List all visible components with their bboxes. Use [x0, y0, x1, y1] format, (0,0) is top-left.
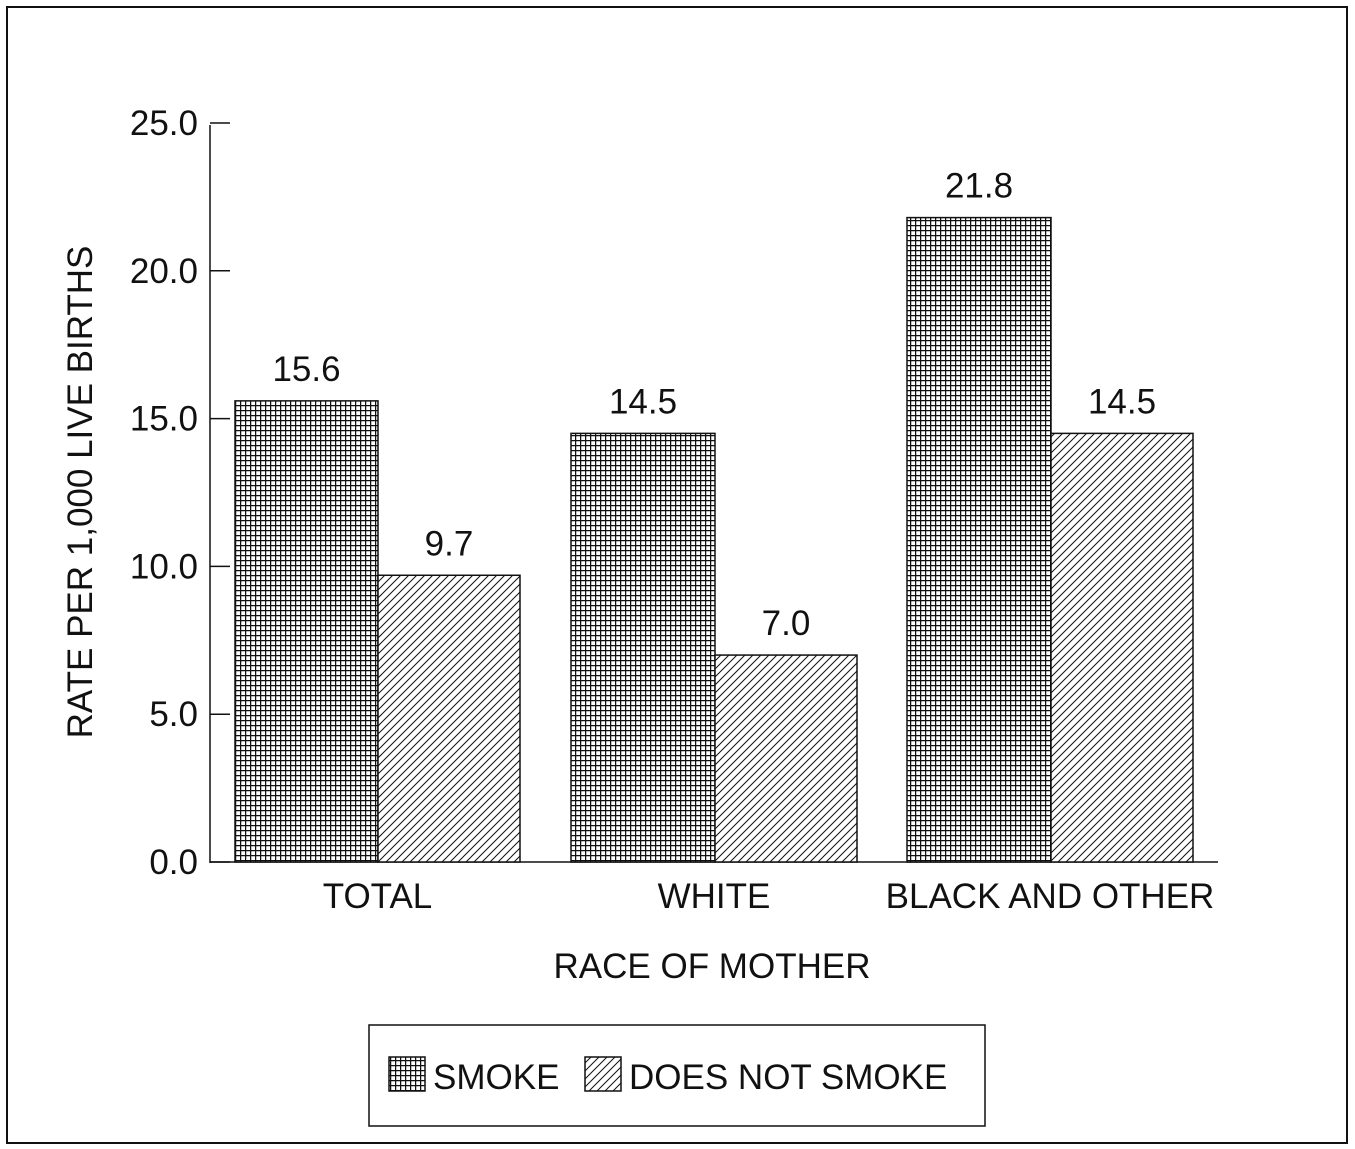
- legend-label-does-not-smoke: DOES NOT SMOKE: [629, 1058, 947, 1097]
- bar-does-not-smoke-1: [714, 654, 858, 863]
- y-tick-label: 25.0: [130, 104, 198, 143]
- bar-value-label: 9.7: [425, 524, 474, 563]
- bar-does-not-smoke-0: [377, 574, 521, 863]
- bar-value-label: 15.6: [272, 350, 340, 389]
- y-tick-label: 15.0: [130, 400, 198, 439]
- y-tick-label: 5.0: [149, 695, 198, 734]
- y-tick-label: 0.0: [149, 843, 198, 882]
- bar-value-label: 14.5: [609, 382, 677, 421]
- x-tick-labels: TOTAL WHITE BLACK AND OTHER: [323, 877, 1215, 916]
- bar-value-label: 14.5: [1088, 382, 1156, 421]
- x-tick-label: TOTAL: [323, 877, 433, 916]
- legend-swatch-does-not-smoke: [584, 1056, 622, 1092]
- y-ticks: 0.0 5.0 10.0 15.0 20.0 25.0: [130, 104, 230, 882]
- y-tick-label: 10.0: [130, 547, 198, 586]
- bar-does-not-smoke-2: [1050, 432, 1194, 863]
- outer-border: [6, 6, 1348, 1144]
- x-axis-title: RACE OF MOTHER: [554, 947, 871, 986]
- legend: SMOKE DOES NOT SMOKE: [368, 1024, 986, 1127]
- bar-value-label: 21.8: [945, 167, 1013, 206]
- y-axis-title: RATE PER 1,000 LIVE BIRTHS: [61, 246, 100, 739]
- legend-swatch-smoke: [388, 1056, 426, 1092]
- legend-label-smoke: SMOKE: [433, 1058, 559, 1097]
- y-tick-label: 20.0: [130, 252, 198, 291]
- bars: [234, 216, 1194, 863]
- bar-smoke-0: [234, 400, 379, 863]
- x-tick-label: BLACK AND OTHER: [886, 877, 1215, 916]
- bar-smoke-1: [570, 432, 716, 863]
- bar-value-labels: 15.6 9.7 14.5 7.0 21.8 14.5: [272, 167, 1156, 643]
- x-tick-label: WHITE: [658, 877, 771, 916]
- bar-value-label: 7.0: [762, 604, 811, 643]
- legend-box: [368, 1024, 986, 1127]
- bar-smoke-2: [906, 216, 1052, 863]
